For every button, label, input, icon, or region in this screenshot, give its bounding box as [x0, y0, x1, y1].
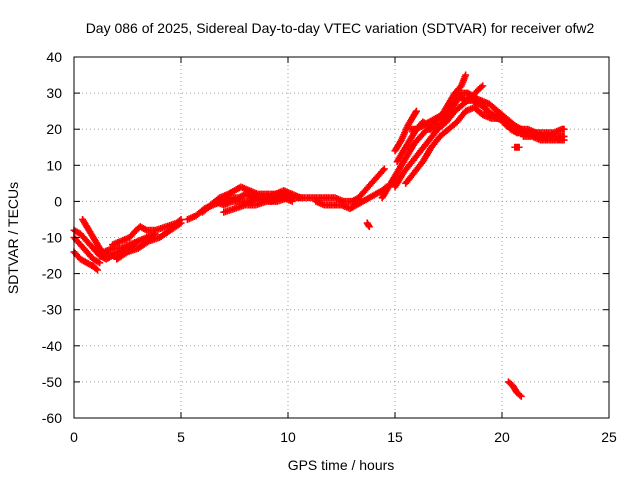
- series-track-25: [511, 143, 523, 151]
- series-track-14: [348, 165, 388, 205]
- series-track-19: [391, 107, 420, 155]
- x-axis-label: GPS time / hours: [288, 457, 395, 473]
- data-point: [412, 107, 420, 115]
- data-point: [560, 125, 568, 133]
- data-point: [94, 266, 102, 274]
- y-tick-label: 40: [46, 49, 62, 65]
- axis-ticks: [73, 56, 610, 419]
- x-tick-label: 15: [387, 429, 403, 445]
- series-track-23: [507, 122, 568, 137]
- series-track-22: [455, 93, 568, 140]
- series-track-26: [504, 378, 525, 400]
- series-track-2: [70, 234, 104, 267]
- series-track-15: [363, 219, 373, 231]
- y-tick-label: -30: [42, 302, 62, 318]
- x-tick-labels: 0 5 10 15 20 25: [70, 429, 617, 445]
- series-track-24: [519, 132, 568, 144]
- y-tick-label: -10: [42, 230, 62, 246]
- y-tick-label: -50: [42, 374, 62, 390]
- data-point: [477, 83, 485, 91]
- data-point: [365, 223, 373, 231]
- y-tick-label: -40: [42, 338, 62, 354]
- data-point: [177, 219, 185, 227]
- y-tick-label: 10: [46, 157, 62, 173]
- data-point: [92, 265, 100, 273]
- chart-title: Day 086 of 2025, Sidereal Day-to-day VTE…: [86, 20, 595, 36]
- y-axis-label: SDTVAR / TECUs: [5, 182, 21, 294]
- data-point: [379, 166, 387, 174]
- series-track-7: [113, 219, 185, 263]
- data-point: [96, 259, 104, 267]
- x-tick-label: 5: [177, 429, 185, 445]
- y-tick-label: 0: [54, 193, 62, 209]
- data-point: [517, 392, 525, 400]
- x-tick-label: 25: [601, 429, 617, 445]
- series-track-5: [91, 230, 159, 256]
- y-tick-label: 30: [46, 85, 62, 101]
- x-tick-label: 20: [494, 429, 510, 445]
- data-point: [175, 220, 183, 228]
- series-track-12: [263, 187, 365, 205]
- data-point: [516, 391, 524, 399]
- y-tick-labels: -60 -50 -40 -30 -20 -10 0 10 20 30 40: [42, 49, 62, 426]
- data-point: [462, 71, 470, 79]
- data-point: [515, 143, 523, 151]
- y-tick-label: -60: [42, 410, 62, 426]
- y-tick-label: 20: [46, 121, 62, 137]
- data-points: [70, 71, 568, 400]
- data-point: [479, 82, 487, 90]
- x-tick-label: 10: [280, 429, 296, 445]
- x-tick-label: 0: [70, 429, 78, 445]
- y-tick-label: -20: [42, 266, 62, 282]
- data-point: [560, 136, 568, 144]
- series-track-6: [109, 215, 185, 249]
- data-point: [380, 165, 388, 173]
